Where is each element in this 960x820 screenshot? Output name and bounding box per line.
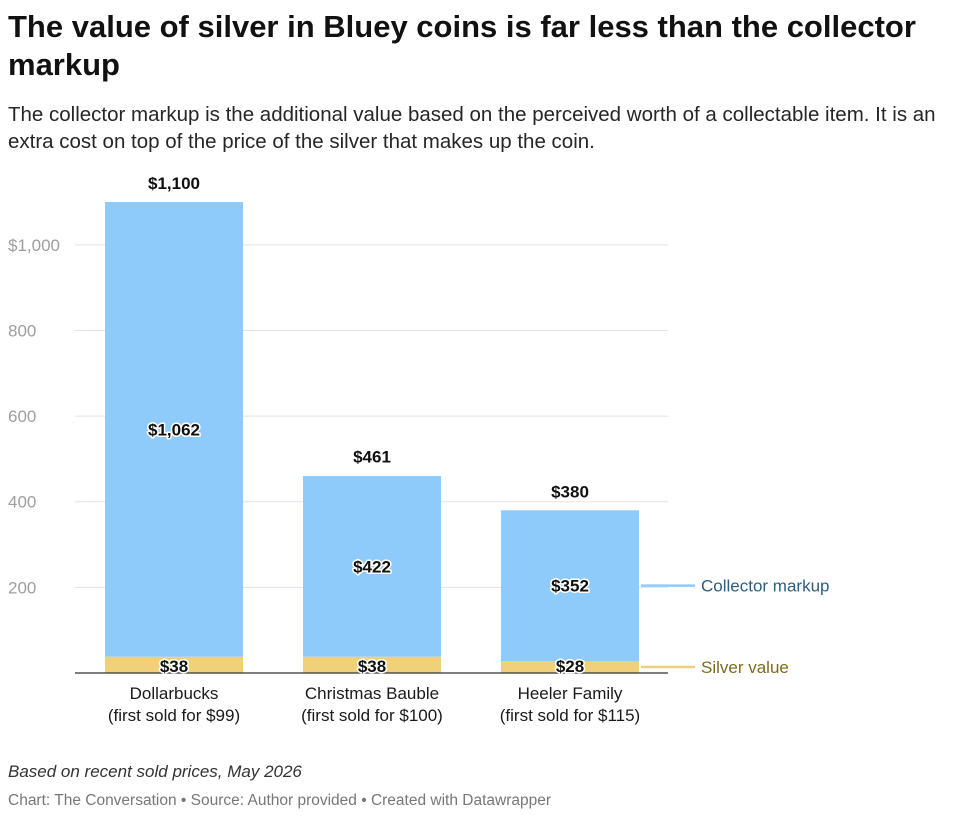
y-axis-ticks: 200 400 600 800 $1,000 [8,236,60,598]
label-silver-value: $28 [556,657,584,676]
bar-silver-value [501,661,639,673]
y-tick-label: 800 [8,321,36,340]
label-silver-value: $38 [358,657,386,676]
label-silver-value: $38 [160,657,188,676]
chart-note: Based on recent sold prices, May 2026 [8,762,302,781]
legend-label-collector-markup: Collector markup [701,577,830,596]
x-axis-labels: Dollarbucks (first sold for $99) Christmas… [108,684,640,725]
x-category-sublabel: (first sold for $100) [301,706,443,725]
chart-title: The value of silver in Bluey coins is fa… [8,9,916,82]
bar-silver-value [303,656,441,673]
total-labels: $1,100 $461 $380 [148,174,589,501]
bar-silver-value [105,656,243,673]
y-tick-label: 400 [8,493,36,512]
chart-subtitle: The collector markup is the additional v… [8,103,936,153]
x-category-label: Dollarbucks [130,684,219,703]
bar-collector-markup [105,202,243,657]
y-tick-label: $1,000 [8,236,60,255]
bars [105,202,639,673]
x-category-label: Heeler Family [518,684,623,703]
total-label: $461 [353,448,391,467]
total-label: $1,100 [148,174,200,193]
total-label: $380 [551,482,589,501]
label-collector-markup: $352 [551,577,589,596]
x-category-label: Christmas Bauble [305,684,439,703]
y-tick-label: 600 [8,407,36,426]
label-collector-markup: $1,062 [148,420,200,439]
segment-labels: $38 $1,062 $38 $422 $28 $352 [147,419,591,678]
y-tick-label: 200 [8,578,36,597]
legend: Silver value Collector markup [641,577,830,677]
bar-collector-markup [501,510,639,662]
label-collector-markup: $422 [353,557,391,576]
chart-credit: Chart: The Conversation • Source: Author… [8,792,552,809]
bar-collector-markup [303,476,441,657]
x-category-sublabel: (first sold for $99) [108,706,240,725]
legend-label-silver-value: Silver value [701,658,789,677]
x-category-sublabel: (first sold for $115) [500,706,640,725]
stacked-bar-chart: 200 400 600 800 $1,000 Dollarbucks (first sol… [8,174,830,725]
